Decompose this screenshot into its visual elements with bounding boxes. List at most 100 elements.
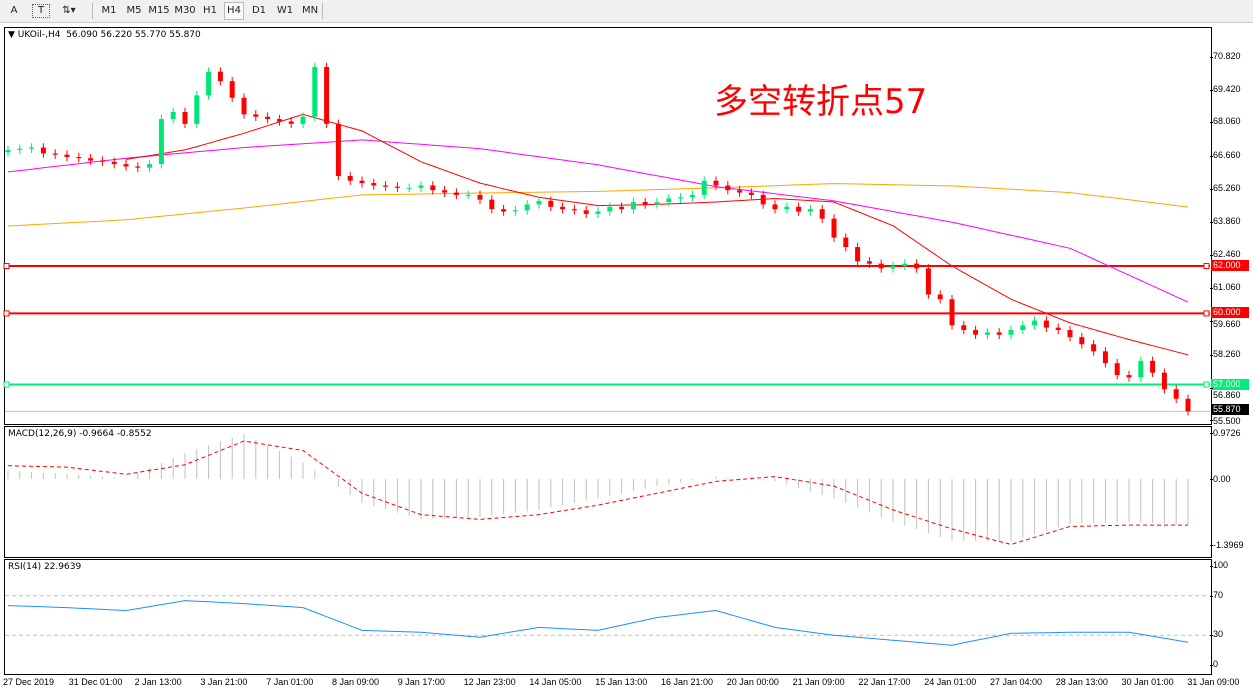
axis-tick (1210, 321, 1213, 323)
candle (973, 330, 979, 335)
axis-tick (1210, 635, 1213, 637)
main-chart-panel[interactable] (4, 27, 1212, 425)
level-handle (1203, 381, 1210, 388)
timeframe-m30[interactable]: M30 (174, 5, 196, 16)
candle (583, 210, 589, 214)
macd-axis-label: 0.00 (1213, 474, 1231, 484)
candle (418, 185, 424, 188)
candle (76, 157, 82, 159)
candle (453, 192, 459, 195)
candle (642, 202, 648, 205)
timeframe-m15[interactable]: M15 (148, 5, 170, 16)
candle (135, 166, 141, 168)
candle (347, 175, 353, 181)
candle (52, 153, 58, 155)
candle (265, 116, 271, 120)
candle (748, 192, 754, 195)
symbol-ohlc: UKOil-,H4 56.090 56.220 55.770 55.870 (17, 30, 201, 40)
separator (92, 3, 93, 19)
text-label-icon[interactable]: T (32, 4, 50, 18)
candle (1079, 337, 1085, 345)
price-axis-label: 70.820 (1213, 51, 1241, 61)
time-axis-label: 7 Jan 01:00 (266, 677, 314, 687)
time-axis-label: 21 Jan 09:00 (792, 677, 845, 687)
price-axis-label: 65.260 (1213, 182, 1241, 193)
candle (878, 263, 884, 269)
candle (40, 147, 46, 154)
separator (322, 3, 323, 19)
candle (288, 121, 294, 124)
macd-axis-label: 0.9726 (1213, 427, 1241, 438)
price-axis-label: 59.660 (1213, 318, 1241, 329)
candle (88, 158, 94, 161)
candle (123, 164, 129, 167)
timeframe-d1[interactable]: D1 (251, 5, 267, 16)
candle (5, 149, 11, 153)
price-axis-label: 62.460 (1213, 248, 1241, 259)
axis-tick (1210, 432, 1213, 434)
candle (725, 185, 731, 191)
candle (206, 71, 212, 96)
candle (1126, 375, 1132, 378)
candle (843, 237, 849, 248)
timeframe-m5[interactable]: M5 (126, 5, 142, 16)
candle (630, 202, 636, 210)
candle (17, 148, 23, 150)
candle (1173, 389, 1179, 399)
timeframe-h1[interactable]: H1 (203, 5, 217, 16)
text-icon[interactable]: A (10, 5, 18, 16)
candle (524, 204, 530, 211)
time-axis-label: 28 Jan 13:00 (1055, 677, 1108, 687)
candle (324, 66, 330, 124)
candle (182, 111, 188, 124)
candle (371, 183, 377, 186)
level-handle (1203, 263, 1210, 270)
candle (619, 206, 625, 210)
candle (229, 81, 235, 98)
time-axis-label: 31 Jan 09:00 (1187, 677, 1240, 687)
candle (689, 194, 695, 198)
candle (29, 147, 35, 149)
candle (1008, 330, 1014, 335)
candle (170, 111, 176, 120)
candle (607, 206, 613, 212)
level-price-label: 62.000 (1211, 260, 1249, 271)
candle (194, 95, 200, 124)
time-axis-label: 14 Jan 05:00 (529, 677, 582, 687)
rsi-panel[interactable] (4, 559, 1212, 675)
level-handle (3, 381, 10, 388)
timeframe-mn[interactable]: MN (301, 5, 319, 16)
candle (1020, 325, 1026, 331)
ma-slow-line (7, 183, 1189, 227)
candle (996, 332, 1002, 335)
candle (737, 190, 743, 193)
candle (914, 263, 920, 269)
time-axis-label: 20 Jan 00:00 (726, 677, 779, 687)
axis-tick (1210, 57, 1213, 58)
candle (501, 209, 507, 212)
price-axis-label: 63.860 (1213, 216, 1241, 226)
candle (1114, 363, 1120, 376)
candle (99, 160, 105, 162)
candle (1102, 351, 1108, 364)
candle (64, 154, 70, 158)
axis-tick (1210, 665, 1213, 666)
time-axis-label: 9 Jan 17:00 (397, 677, 445, 687)
rsi-header: RSI(14) 22.9639 (8, 562, 82, 572)
timeframe-m1[interactable]: M1 (101, 5, 117, 16)
candle (819, 209, 825, 219)
rsi-axis-label: 30 (1213, 629, 1224, 640)
time-axis-label: 12 Jan 23:00 (463, 677, 516, 687)
timeframe-h4[interactable]: H4 (224, 2, 244, 20)
arrows-icon[interactable]: ⇅▾ (62, 5, 76, 16)
annotation-text: 多空转折点57 (714, 82, 928, 122)
time-axis-label: 31 Dec 01:00 (68, 677, 123, 687)
candle (890, 266, 896, 269)
ma-mid-line (7, 139, 1189, 303)
timeframe-w1[interactable]: W1 (276, 5, 294, 16)
candle (678, 197, 684, 199)
candle (796, 206, 802, 212)
candle (784, 206, 790, 210)
macd-signal-line (7, 440, 1188, 546)
rsi-axis-label: 70 (1213, 589, 1224, 600)
